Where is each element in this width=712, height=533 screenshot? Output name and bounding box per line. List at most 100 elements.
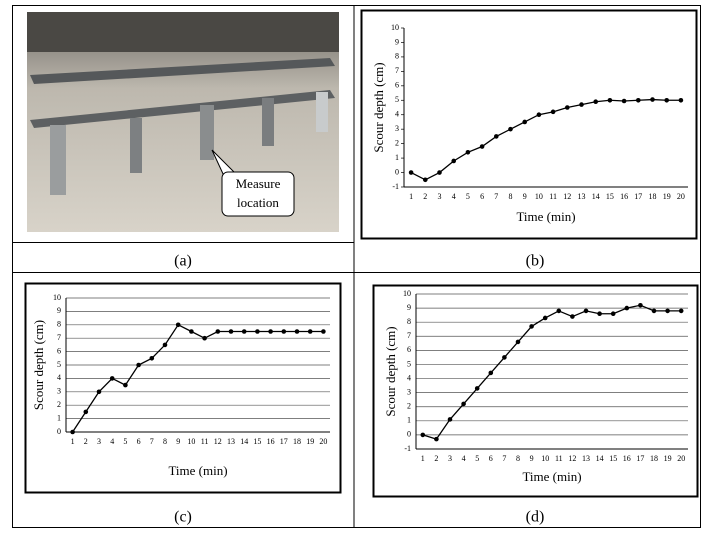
marker — [622, 99, 627, 104]
y-tick-label: 8 — [407, 317, 411, 326]
x-tick-label: 20 — [677, 454, 685, 463]
marker — [150, 356, 155, 361]
x-tick-label: 9 — [523, 192, 527, 201]
marker — [255, 329, 260, 334]
x-tick-label: 6 — [489, 454, 493, 463]
marker — [282, 329, 287, 334]
x-tick-label: 20 — [319, 437, 327, 446]
annotation: Measure — [236, 176, 281, 191]
x-tick-label: 16 — [623, 454, 631, 463]
marker — [508, 127, 513, 132]
marker — [242, 329, 247, 334]
marker — [295, 329, 300, 334]
marker — [480, 144, 485, 149]
marker — [608, 98, 613, 103]
y-tick-label: 0 — [57, 427, 61, 436]
panel-label: (c) — [174, 509, 192, 526]
marker — [421, 433, 426, 438]
x-tick-label: 4 — [452, 192, 456, 201]
y-tick-label: 1 — [395, 153, 399, 162]
x-tick-label: 14 — [596, 454, 604, 463]
y-axis-title: Scour depth (cm) — [383, 326, 398, 416]
panel-label: (d) — [526, 509, 545, 526]
marker — [664, 98, 669, 103]
y-tick-label: 3 — [395, 124, 399, 133]
marker — [321, 329, 326, 334]
y-tick-label: 8 — [57, 320, 61, 329]
figure: Measure location (a) (b) (c) (d) -101234… — [0, 0, 712, 533]
y-tick-label: -1 — [404, 444, 411, 453]
marker — [570, 314, 575, 319]
y-tick-label: 10 — [403, 289, 411, 298]
x-tick-label: 11 — [201, 437, 209, 446]
marker — [551, 110, 556, 115]
marker — [308, 329, 313, 334]
x-tick-label: 1 — [421, 454, 425, 463]
y-tick-label: -1 — [392, 182, 399, 191]
y-tick-label: 2 — [407, 402, 411, 411]
y-tick-label: 0 — [407, 430, 411, 439]
marker — [502, 355, 507, 360]
marker — [97, 390, 102, 395]
marker — [529, 324, 534, 329]
marker — [84, 410, 89, 415]
x-tick-label: 2 — [423, 192, 427, 201]
marker — [650, 97, 655, 102]
x-tick-label: 3 — [97, 437, 101, 446]
x-tick-label: 12 — [568, 454, 576, 463]
marker — [593, 99, 598, 104]
annotation: location — [237, 195, 279, 210]
x-tick-label: 19 — [664, 454, 672, 463]
x-axis-title: Time (min) — [168, 463, 227, 478]
marker — [189, 329, 194, 334]
marker — [522, 120, 527, 125]
marker — [136, 363, 141, 368]
x-tick-label: 13 — [578, 192, 586, 201]
marker — [636, 98, 641, 103]
marker — [652, 309, 657, 314]
marker — [494, 134, 499, 139]
line — [423, 305, 681, 439]
marker — [557, 309, 562, 314]
y-tick-label: 1 — [407, 416, 411, 425]
x-tick-label: 13 — [582, 454, 590, 463]
marker — [451, 159, 456, 164]
panel-label: (a) — [174, 253, 192, 270]
y-tick-label: 9 — [395, 37, 399, 46]
marker — [679, 98, 684, 103]
marker — [638, 303, 643, 308]
marker — [679, 309, 684, 314]
marker — [489, 371, 494, 376]
x-tick-label: 5 — [475, 454, 479, 463]
y-tick-label: 3 — [57, 387, 61, 396]
marker — [437, 170, 442, 175]
x-tick-label: 2 — [434, 454, 438, 463]
x-tick-label: 14 — [592, 192, 600, 201]
y-tick-label: 5 — [395, 95, 399, 104]
y-axis-title: Scour depth (cm) — [371, 62, 386, 152]
marker — [597, 311, 602, 316]
y-tick-label: 0 — [395, 167, 399, 176]
x-tick-label: 12 — [214, 437, 222, 446]
x-tick-label: 7 — [150, 437, 154, 446]
x-tick-label: 2 — [84, 437, 88, 446]
x-tick-label: 5 — [123, 437, 127, 446]
marker — [70, 430, 75, 435]
marker — [176, 323, 181, 328]
x-tick-label: 15 — [253, 437, 261, 446]
x-tick-label: 3 — [438, 192, 442, 201]
chart-frame — [374, 286, 698, 497]
marker — [461, 402, 466, 407]
line — [411, 100, 681, 180]
x-tick-label: 15 — [609, 454, 617, 463]
x-tick-label: 14 — [240, 437, 248, 446]
y-tick-label: 1 — [57, 413, 61, 422]
x-tick-label: 6 — [137, 437, 141, 446]
x-tick-label: 6 — [480, 192, 484, 201]
x-tick-label: 17 — [636, 454, 644, 463]
chart-frame — [362, 11, 697, 239]
chart-frame — [26, 284, 341, 493]
x-tick-label: 16 — [620, 192, 628, 201]
marker — [475, 386, 480, 391]
x-axis-title: Time (min) — [522, 469, 581, 484]
